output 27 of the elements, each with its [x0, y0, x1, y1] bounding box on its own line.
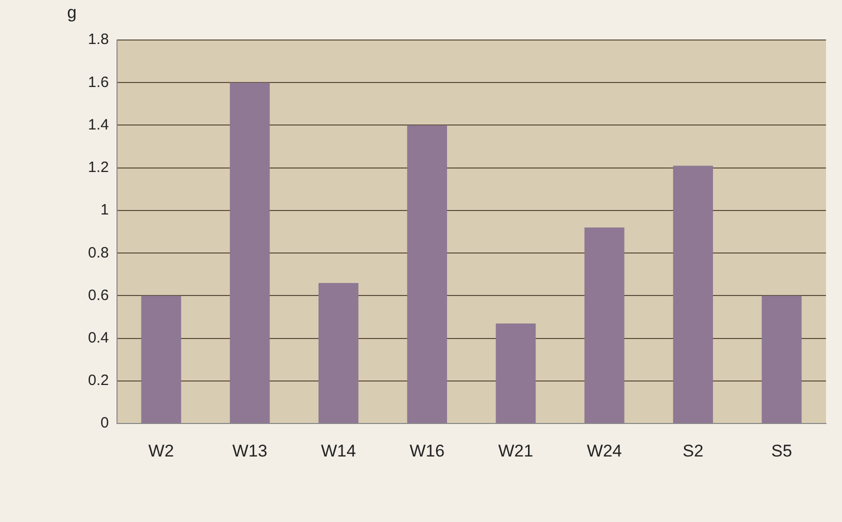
y-tick-label: 1.8	[88, 31, 109, 48]
bar	[762, 296, 802, 424]
y-tick-label: 0.4	[88, 329, 109, 346]
bar	[230, 82, 270, 424]
y-axis-title: g	[67, 3, 77, 22]
y-tick-label: 1.6	[88, 74, 109, 91]
bar	[141, 296, 182, 424]
bar	[673, 166, 713, 424]
bar	[496, 323, 536, 424]
y-tick-label: 1.4	[88, 116, 109, 134]
x-tick-label: W16	[410, 441, 445, 460]
y-tick-label: 0.6	[88, 286, 109, 304]
y-tick-label: 1.2	[88, 159, 109, 176]
x-tick-label: W13	[232, 441, 268, 460]
y-tick-label: 0	[100, 414, 109, 432]
bar	[407, 125, 448, 424]
x-tick-label: S5	[771, 441, 792, 460]
x-tick-label: W2	[148, 441, 174, 460]
bar	[318, 282, 358, 424]
y-tick-label: 0.2	[88, 372, 109, 390]
bar	[584, 228, 624, 424]
y-tick-label: 0.8	[88, 244, 109, 262]
x-tick-label: W24	[586, 441, 622, 460]
x-tick-label: W14	[320, 441, 356, 460]
x-tick-label: W21	[498, 441, 534, 460]
x-tick-label: S2	[682, 441, 704, 460]
y-tick-label: 1	[100, 202, 109, 219]
